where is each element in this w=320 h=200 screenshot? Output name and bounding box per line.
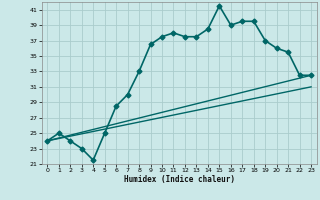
X-axis label: Humidex (Indice chaleur): Humidex (Indice chaleur): [124, 175, 235, 184]
